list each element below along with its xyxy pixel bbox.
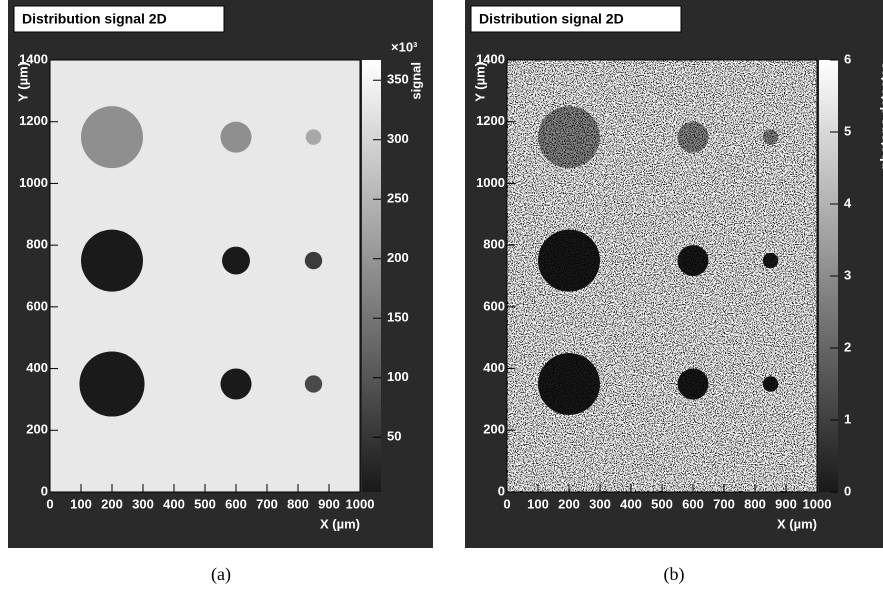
x-tick-label: 500 <box>194 496 216 511</box>
caption: (b) <box>664 564 685 585</box>
x-tick-label: 400 <box>163 496 185 511</box>
y-tick-label: 1400 <box>476 51 505 66</box>
z-tick-label: 2 <box>844 339 851 354</box>
plot-area <box>50 60 360 492</box>
z-tick-label: 4 <box>844 195 852 210</box>
spot <box>79 351 145 417</box>
y-tick-label: 1200 <box>19 113 48 128</box>
y-tick-label: 1400 <box>19 51 48 66</box>
spot <box>220 121 252 153</box>
y-tick-label: 0 <box>41 483 48 498</box>
z-tick-label: 100 <box>387 369 409 384</box>
x-tick-label: 300 <box>589 496 611 511</box>
x-tick-label: 700 <box>713 496 735 511</box>
y-tick-label: 800 <box>26 237 48 252</box>
spot <box>305 129 322 145</box>
y-tick-label: 800 <box>483 237 505 252</box>
x-tick-label: 200 <box>558 496 580 511</box>
x-tick-label: 100 <box>527 496 549 511</box>
x-tick-label: 400 <box>620 496 642 511</box>
x-tick-label: 600 <box>682 496 704 511</box>
z-tick-label: 200 <box>387 250 409 265</box>
y-tick-label: 600 <box>483 298 505 313</box>
color-bar <box>819 60 838 492</box>
x-tick-label: 800 <box>287 496 309 511</box>
z-tick-label: 0 <box>844 483 851 498</box>
x-tick-label: 900 <box>318 496 340 511</box>
x-tick-label: 0 <box>46 496 53 511</box>
z-tick-label: 150 <box>387 310 409 325</box>
y-axis-label: Y (µm) <box>15 62 30 102</box>
plot-area <box>507 60 817 492</box>
y-tick-label: 600 <box>26 298 48 313</box>
z-tick-label: 5 <box>844 123 851 138</box>
x-tick-label: 200 <box>101 496 123 511</box>
x-tick-label: 700 <box>256 496 278 511</box>
y-tick-label: 1000 <box>19 175 48 190</box>
y-tick-label: 0 <box>498 483 505 498</box>
y-tick-label: 200 <box>26 422 48 437</box>
z-axis-label: photons detectes <box>877 62 883 170</box>
z-tick-label: 50 <box>387 429 401 444</box>
x-tick-label: 100 <box>70 496 92 511</box>
x-tick-label: 1000 <box>346 496 375 511</box>
x-tick-label: 300 <box>132 496 154 511</box>
z-tick-label: 1 <box>844 411 851 426</box>
color-bar <box>362 60 381 492</box>
z-multiplier: ×10³ <box>391 39 418 54</box>
spot <box>304 375 323 393</box>
z-tick-label: 350 <box>387 72 409 87</box>
x-tick-label: 1000 <box>803 496 832 511</box>
y-tick-label: 200 <box>483 422 505 437</box>
spot <box>81 106 143 169</box>
x-tick-label: 600 <box>225 496 247 511</box>
panel: 0 1 2 3 4 5 6 photons detectes 0 100 200 300 400 500 6… <box>465 0 883 548</box>
y-axis-label: Y (µm) <box>472 62 487 102</box>
y-tick-label: 1000 <box>476 175 505 190</box>
z-tick-label: 250 <box>387 191 409 206</box>
z-tick-label: 3 <box>844 267 851 282</box>
spot <box>220 368 252 400</box>
y-tick-label: 400 <box>483 360 505 375</box>
x-tick-label: 0 <box>503 496 510 511</box>
caption: (a) <box>211 564 231 585</box>
x-axis-label: X (µm) <box>320 516 360 531</box>
title-box <box>470 5 682 33</box>
y-tick-label: 1200 <box>476 113 505 128</box>
x-tick-label: 500 <box>651 496 673 511</box>
x-tick-label: 900 <box>775 496 797 511</box>
title-box <box>13 5 225 33</box>
spot <box>81 229 143 292</box>
z-tick-label: 6 <box>844 51 851 66</box>
spot <box>304 251 323 270</box>
x-axis-label: X (µm) <box>777 516 817 531</box>
chart-title: Distribution signal 2D <box>22 11 167 27</box>
spot <box>222 246 250 275</box>
chart-title: Distribution signal 2D <box>479 11 624 27</box>
x-tick-label: 800 <box>744 496 766 511</box>
panel: 50 100 150 200 250 300 350 ×10³ signal 0 100 200 300… <box>8 0 433 548</box>
noise-texture <box>507 60 817 492</box>
z-tick-label: 300 <box>387 131 409 146</box>
z-axis-label: signal <box>408 62 423 100</box>
y-tick-label: 400 <box>26 360 48 375</box>
